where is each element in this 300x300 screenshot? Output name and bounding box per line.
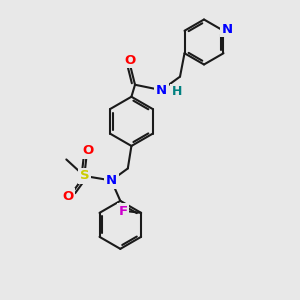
Text: O: O: [62, 190, 74, 203]
Text: S: S: [80, 169, 89, 182]
Text: N: N: [221, 23, 233, 36]
Text: O: O: [82, 144, 94, 157]
Text: H: H: [172, 85, 182, 98]
Text: O: O: [124, 54, 135, 67]
Text: F: F: [118, 205, 128, 218]
Text: N: N: [106, 174, 117, 187]
Text: N: N: [156, 84, 167, 97]
